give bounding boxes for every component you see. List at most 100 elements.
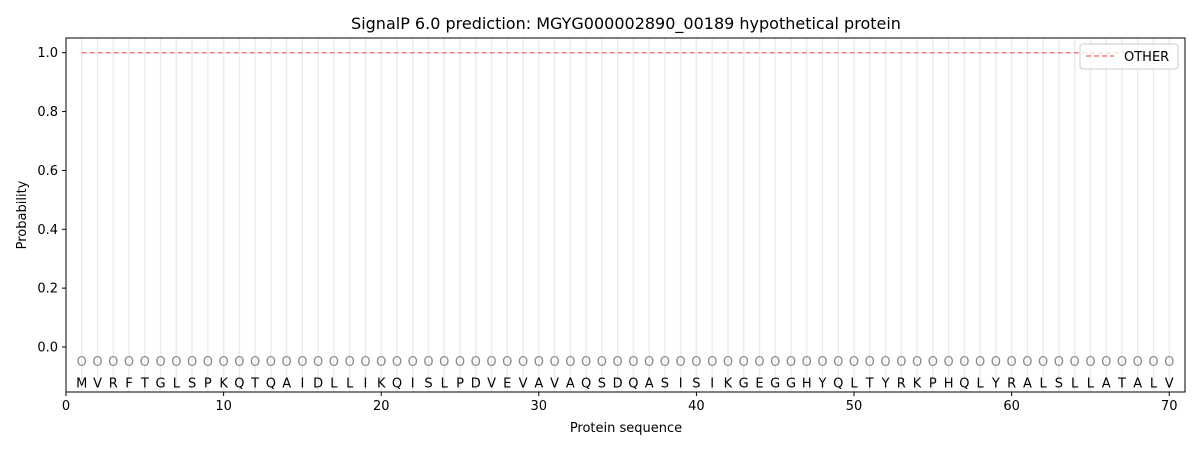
residue-label: Q: [266, 376, 276, 391]
label-marker: O: [171, 355, 181, 370]
residue-label: Q: [392, 376, 402, 391]
label-marker: O: [313, 355, 323, 370]
residue-label: S: [424, 376, 432, 391]
residue-label: A: [282, 376, 291, 391]
y-tick-label: 0.6: [37, 164, 58, 179]
residue-label: S: [598, 376, 606, 391]
residue-label: Q: [234, 376, 244, 391]
x-tick-label: 70: [1161, 399, 1178, 414]
label-marker: O: [1164, 355, 1174, 370]
label-marker: O: [218, 355, 228, 370]
residue-label: L: [1071, 376, 1079, 391]
residue-label: S: [692, 376, 700, 391]
x-tick-label: 30: [531, 399, 548, 414]
label-marker: O: [439, 355, 449, 370]
residue-label: S: [1055, 376, 1063, 391]
label-marker: O: [691, 355, 701, 370]
x-tick-label: 10: [215, 399, 232, 414]
label-marker: O: [187, 355, 197, 370]
residue-label: L: [850, 376, 858, 391]
residue-label: K: [219, 376, 228, 391]
residue-label: V: [93, 376, 102, 391]
label-marker: O: [549, 355, 559, 370]
label-marker: O: [534, 355, 544, 370]
y-axis-ticks: 0.0 0.2 0.4 0.6 0.8 1.0: [37, 46, 66, 355]
label-marker: O: [581, 355, 591, 370]
residue-label: K: [913, 376, 922, 391]
label-marker: O: [423, 355, 433, 370]
label-marker: O: [644, 355, 654, 370]
residue-label: G: [156, 376, 166, 391]
label-marker: O: [203, 355, 213, 370]
residue-label: Q: [959, 376, 969, 391]
label-marker: O: [565, 355, 575, 370]
x-axis-label: Protein sequence: [570, 421, 682, 436]
label-marker: O: [140, 355, 150, 370]
residue-label: M: [76, 376, 87, 391]
residue-label: A: [1133, 376, 1142, 391]
label-marker: O: [833, 355, 843, 370]
residue-label: P: [456, 376, 464, 391]
residue-label: A: [1023, 376, 1032, 391]
residue-label: T: [865, 376, 874, 391]
label-marker: O: [676, 355, 686, 370]
label-marker: O: [849, 355, 859, 370]
label-marker: O: [376, 355, 386, 370]
residue-label: T: [250, 376, 259, 391]
residue-label: G: [770, 376, 780, 391]
residue-label: I: [679, 376, 683, 391]
label-marker: O: [1133, 355, 1143, 370]
residue-label: Q: [833, 376, 843, 391]
residue-label: F: [125, 376, 132, 391]
label-marker: O: [770, 355, 780, 370]
label-marker: O: [108, 355, 118, 370]
label-marker: O: [1038, 355, 1048, 370]
residue-label: V: [550, 376, 559, 391]
label-marker: O: [786, 355, 796, 370]
grid-lines: [81, 38, 1170, 392]
x-tick-label: 60: [1003, 399, 1020, 414]
residue-label: V: [487, 376, 496, 391]
y-tick-label: 1.0: [37, 46, 58, 61]
residue-label: H: [802, 376, 812, 391]
residue-label: R: [897, 376, 906, 391]
label-marker: O: [1070, 355, 1080, 370]
residue-label: L: [173, 376, 181, 391]
residue-label: A: [645, 376, 654, 391]
label-marker: O: [1022, 355, 1032, 370]
residue-label: Y: [818, 376, 827, 391]
label-marker: O: [297, 355, 307, 370]
label-marker: O: [959, 355, 969, 370]
y-tick-label: 0.2: [37, 282, 58, 297]
label-marker: O: [266, 355, 276, 370]
y-tick-label: 0.8: [37, 105, 58, 120]
label-marker: O: [329, 355, 339, 370]
residue-label: H: [944, 376, 954, 391]
label-marker: O: [754, 355, 764, 370]
residue-label: L: [1150, 376, 1158, 391]
residue-label: D: [613, 376, 623, 391]
label-marker: O: [518, 355, 528, 370]
label-marker: O: [392, 355, 402, 370]
residue-label: A: [566, 376, 575, 391]
residue-label: D: [471, 376, 481, 391]
label-marker: O: [660, 355, 670, 370]
x-tick-label: 40: [688, 399, 705, 414]
residue-label: P: [204, 376, 212, 391]
label-marker: O: [155, 355, 165, 370]
label-marker: O: [613, 355, 623, 370]
label-marker: O: [471, 355, 481, 370]
label-marker: O: [597, 355, 607, 370]
label-marker: O: [991, 355, 1001, 370]
residue-label: T: [1117, 376, 1126, 391]
residue-label: E: [503, 376, 511, 391]
label-marker: O: [975, 355, 985, 370]
y-tick-label: 0.0: [37, 340, 58, 355]
label-marker: O: [1148, 355, 1158, 370]
x-tick-label: 20: [373, 399, 390, 414]
residue-label: L: [1040, 376, 1048, 391]
label-marker: O: [912, 355, 922, 370]
label-marker: O: [502, 355, 512, 370]
residue-label: V: [519, 376, 528, 391]
